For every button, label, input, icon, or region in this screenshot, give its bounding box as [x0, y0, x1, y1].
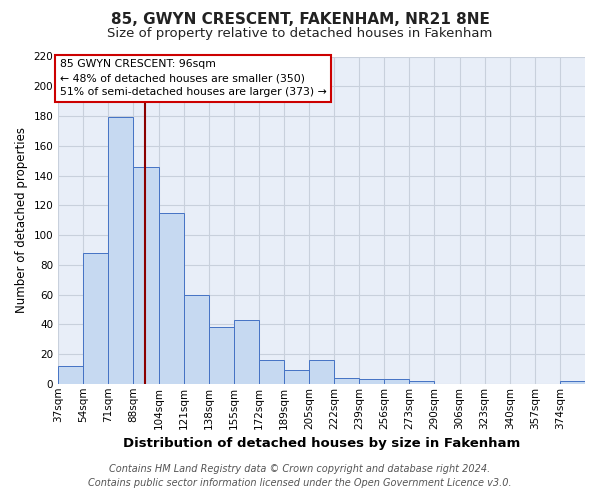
Bar [385, 380, 409, 384]
Text: Size of property relative to detached houses in Fakenham: Size of property relative to detached ho… [107, 28, 493, 40]
Bar [409, 381, 434, 384]
Bar [158, 212, 184, 384]
X-axis label: Distribution of detached houses by size in Fakenham: Distribution of detached houses by size … [123, 437, 520, 450]
Y-axis label: Number of detached properties: Number of detached properties [15, 127, 28, 313]
Text: Contains HM Land Registry data © Crown copyright and database right 2024.
Contai: Contains HM Land Registry data © Crown c… [88, 464, 512, 487]
Bar [234, 320, 259, 384]
Bar [560, 381, 585, 384]
Text: 85 GWYN CRESCENT: 96sqm
← 48% of detached houses are smaller (350)
51% of semi-d: 85 GWYN CRESCENT: 96sqm ← 48% of detache… [59, 60, 326, 98]
Bar [109, 118, 133, 384]
Bar [284, 370, 309, 384]
Bar [309, 360, 334, 384]
Bar [209, 327, 234, 384]
Text: 85, GWYN CRESCENT, FAKENHAM, NR21 8NE: 85, GWYN CRESCENT, FAKENHAM, NR21 8NE [110, 12, 490, 28]
Bar [83, 253, 109, 384]
Bar [58, 366, 83, 384]
Bar [133, 166, 158, 384]
Bar [259, 360, 284, 384]
Bar [184, 294, 209, 384]
Bar [359, 380, 385, 384]
Bar [334, 378, 359, 384]
